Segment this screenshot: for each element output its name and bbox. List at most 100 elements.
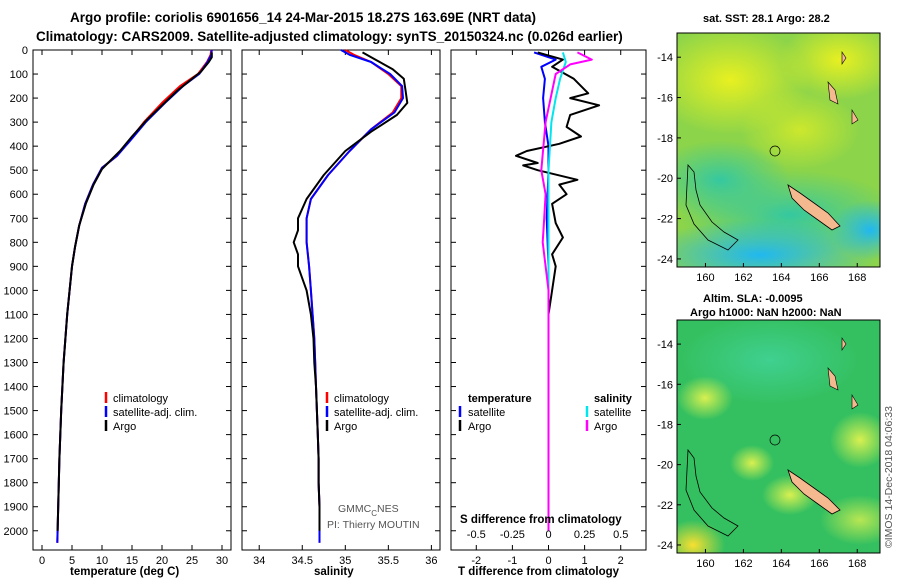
x-tick-label: -1 xyxy=(507,555,517,567)
pressure-tick-label: 2000 xyxy=(4,526,28,538)
series-climatology xyxy=(56,49,213,543)
sst-map: sat. SST: 28.1 Argo: 28.2 160 162 164 166 16… xyxy=(657,13,881,284)
legend-s-argo-label: Argo xyxy=(594,421,617,433)
map-lat-tick-label: -14 xyxy=(657,339,673,351)
sla-map-ticks: 160 162 164 166 168 -14 -16 -18 -20 -22 -24 xyxy=(657,339,866,570)
x-tick-label: 5 xyxy=(69,555,75,567)
s-tick-label: 0.25 xyxy=(574,529,595,541)
series-t-argo xyxy=(515,51,601,531)
map-lat-tick-label: -16 xyxy=(657,93,673,105)
series-satellite-adj-clim- xyxy=(56,49,213,543)
map-lat-tick-label: -24 xyxy=(657,254,673,266)
pressure-tick-label: 100 xyxy=(10,69,28,81)
island xyxy=(827,81,839,105)
difference-legend: temperature salinity satellite Argo sate… xyxy=(458,393,633,433)
figure-title-line2: Climatology: CARS2009. Satellite-adjuste… xyxy=(36,29,623,44)
s-tick-label: 0.5 xyxy=(613,529,628,541)
series-argo xyxy=(56,52,213,531)
reef xyxy=(769,434,781,446)
series-climatology xyxy=(305,49,403,543)
map-lat-tick-label: -24 xyxy=(657,540,673,552)
s-tick-label: -0.25 xyxy=(500,529,525,541)
island xyxy=(851,393,859,410)
pressure-tick-label: 700 xyxy=(10,213,28,225)
difference-xticks: -2 -1 0 1 2 xyxy=(451,49,646,567)
x-tick-label: 35 xyxy=(339,555,351,567)
map-lon-tick-label: 160 xyxy=(696,558,714,570)
island xyxy=(841,51,847,65)
pressure-tick-label: 1200 xyxy=(4,333,28,345)
map-lon-tick-label: 162 xyxy=(734,272,752,284)
x-tick-label: 0 xyxy=(545,555,551,567)
map-lat-tick-label: -14 xyxy=(657,52,673,64)
map-lat-tick-label: -20 xyxy=(657,173,673,185)
sla-map-title2: Argo h1000: NaN h2000: NaN xyxy=(690,307,842,319)
pressure-tick-label: 1300 xyxy=(4,358,28,370)
s-tick-label: -0.5 xyxy=(467,529,486,541)
sst-map-title: sat. SST: 28.1 Argo: 28.2 xyxy=(703,13,830,25)
legend-temperature-header: temperature xyxy=(468,393,532,405)
map-lon-tick-label: 166 xyxy=(810,558,828,570)
pi-credit: PI: Thierry MOUTIN xyxy=(327,519,420,531)
pressure-tick-label: 1700 xyxy=(4,454,28,466)
pressure-tick-label: 1600 xyxy=(4,430,28,442)
map-lon-tick-label: 160 xyxy=(696,272,714,284)
pressure-tick-label: 200 xyxy=(10,93,28,105)
imos-credit: ©IMOS 14-Dec-2018 04:06:33 xyxy=(883,406,895,548)
x-tick-label: 15 xyxy=(126,555,138,567)
sst-field xyxy=(677,33,880,267)
pressure-tick-label: 900 xyxy=(10,261,28,273)
temperature-xlabel: temperature (deg C) xyxy=(70,566,179,578)
x-tick-label: 10 xyxy=(96,555,108,567)
new-caledonia-island xyxy=(787,469,841,515)
temperature-xticks: 0 5 10 15 20 25 30 xyxy=(33,49,231,567)
x-tick-label: 34.5 xyxy=(292,555,313,567)
series-argo xyxy=(292,51,409,531)
difference-s-xticks: -0.5 -0.25 0 0.25 0.5 xyxy=(467,529,629,541)
difference-panel: -2 -1 0 1 2 T difference from climatology S … xyxy=(450,49,647,578)
coastline xyxy=(685,448,739,537)
pressure-tick-label: 1500 xyxy=(4,406,28,418)
x-tick-label: 36 xyxy=(425,555,437,567)
pressure-tick-label: 600 xyxy=(10,189,28,201)
pressure-tick-label: 1100 xyxy=(4,309,28,321)
difference-xlabel: T difference from climatology xyxy=(458,566,620,578)
reef xyxy=(769,145,781,157)
pressure-axis: 0 100 200 300 400 500 600 700 800 900 1000 1100 1200… xyxy=(4,45,28,538)
x-tick-label: 1 xyxy=(582,555,588,567)
temperature-series xyxy=(56,49,213,543)
pressure-tick-label: 1000 xyxy=(4,285,28,297)
x-tick-label: 35.5 xyxy=(378,555,399,567)
salinity-legend: climatology satellite-adj. clim. Argo xyxy=(325,392,418,433)
sla-map-frame xyxy=(676,319,881,554)
difference-series xyxy=(515,51,601,531)
series-s-argo xyxy=(540,51,593,531)
temperature-axes-frame xyxy=(32,49,232,551)
map-lon-tick-label: 162 xyxy=(734,558,752,570)
island xyxy=(851,108,859,125)
difference-top-xlabel: S difference from climatology xyxy=(460,514,622,526)
sla-map: Altim. SLA: -0.0095 Argo h1000: NaN h200… xyxy=(657,293,881,570)
series-satellite-adj-clim- xyxy=(305,49,404,543)
figure-title-line1: Argo profile: coriolis 6901656_14 24-Mar… xyxy=(70,10,536,25)
pressure-tick-label: 800 xyxy=(10,237,28,249)
salinity-xticks: 34 34.5 35 35.5 36 xyxy=(242,49,440,567)
map-lon-tick-label: 168 xyxy=(848,558,866,570)
map-lat-tick-label: -22 xyxy=(657,214,673,226)
x-tick-label: 34 xyxy=(253,555,265,567)
temperature-legend: climatology satellite-adj. clim. Argo xyxy=(104,392,197,433)
series-s-satellite xyxy=(547,52,567,531)
map-lat-tick-label: -22 xyxy=(657,500,673,512)
sst-map-frame xyxy=(676,32,881,268)
x-tick-label: 30 xyxy=(216,555,228,567)
x-tick-label: 20 xyxy=(156,555,168,567)
legend-climatology-label: climatology xyxy=(334,393,390,405)
pressure-tick-label: 400 xyxy=(10,141,28,153)
lab-credit: GMMCCNES xyxy=(338,503,399,518)
island xyxy=(841,337,847,351)
map-lon-tick-label: 164 xyxy=(772,272,790,284)
salinity-series xyxy=(292,49,409,543)
x-tick-label: 0 xyxy=(39,555,45,567)
legend-argo-label: Argo xyxy=(334,421,357,433)
map-lat-tick-label: -20 xyxy=(657,460,673,472)
